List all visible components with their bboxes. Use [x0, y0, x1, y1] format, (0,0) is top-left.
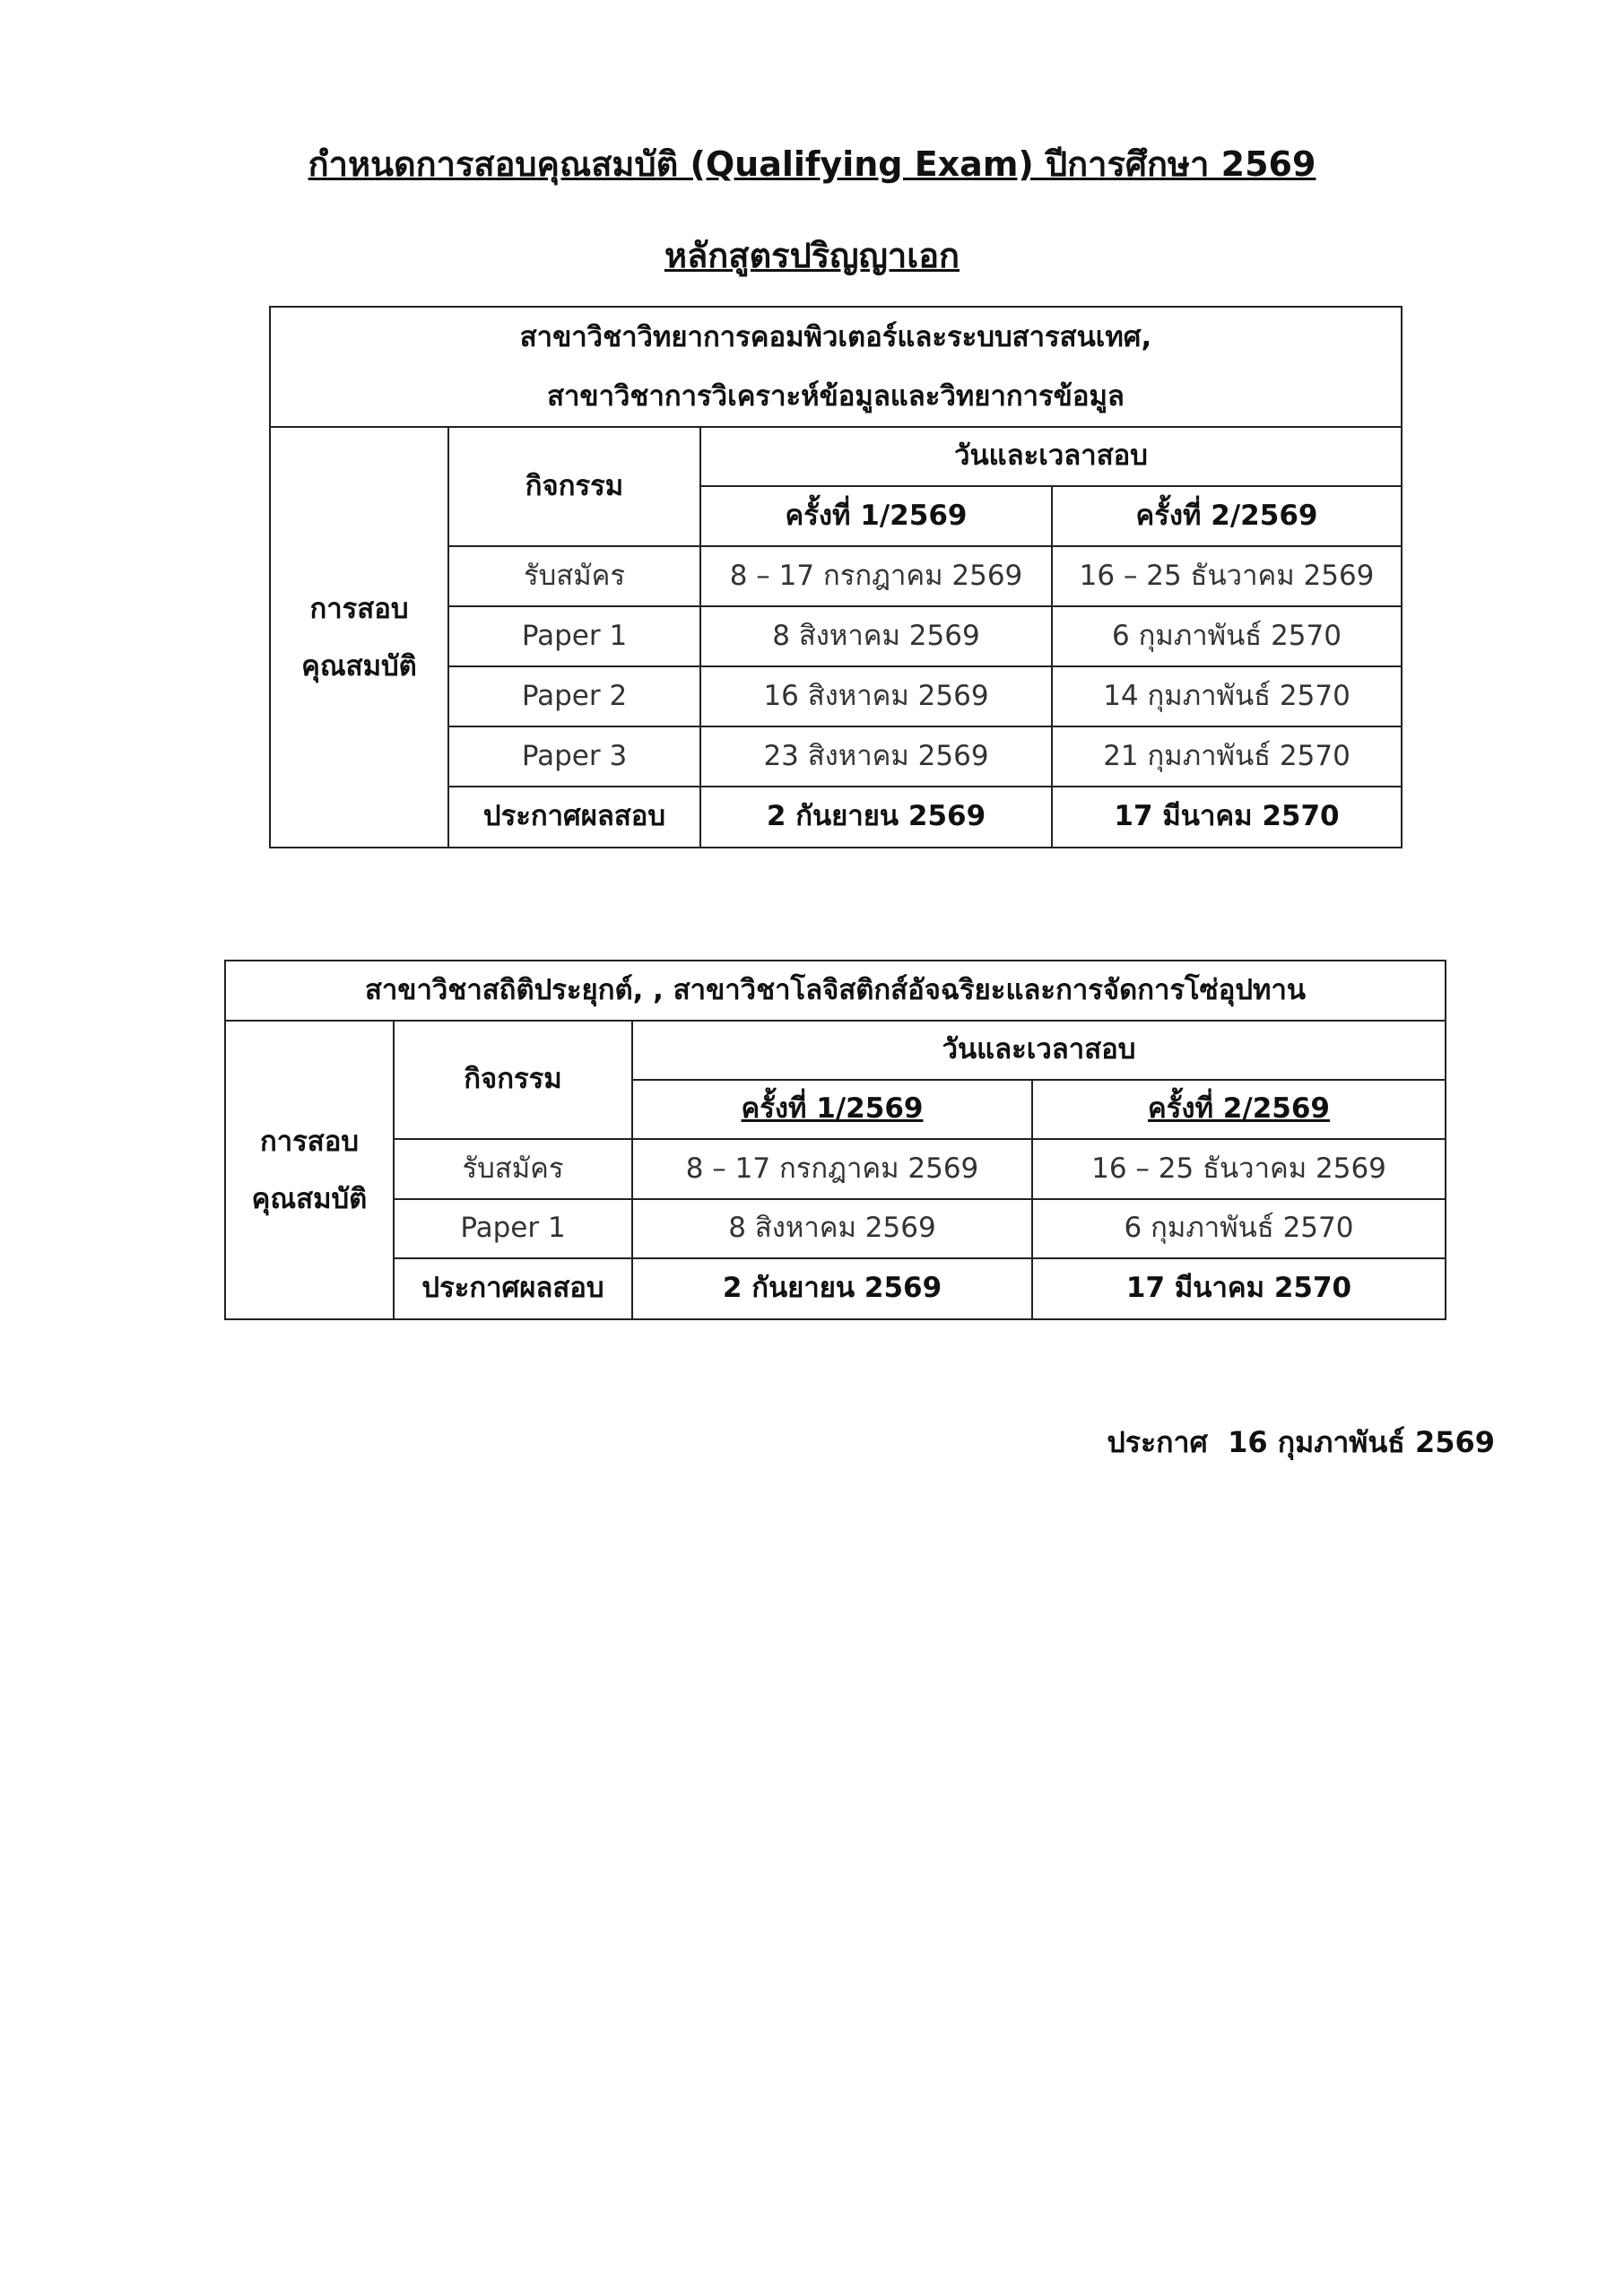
- table-row: Paper 2 16 สิงหาคม 2569 14 กุมภาพันธ์ 25…: [270, 665, 1403, 727]
- round1-cell: 8 สิงหาคม 2569: [631, 1198, 1033, 1259]
- activity-cell: ประกาศผลสอบ: [393, 1257, 633, 1320]
- group-label-line: การสอบ: [259, 1125, 360, 1158]
- program-name-cell: สาขาวิชาสถิติประยุกต์, , สาขาวิชาโลจิสติ…: [223, 960, 1447, 1022]
- round1-header: ครั้งที่ 1/2569: [699, 485, 1053, 547]
- round2-cell: 14 กุมภาพันธ์ 2570: [1050, 665, 1403, 727]
- activity-cell: Paper 1: [447, 605, 701, 667]
- table-row: Paper 1 8 สิงหาคม 2569 6 กุมภาพันธ์ 2570: [270, 605, 1403, 667]
- round2-header: ครั้งที่ 2/2569: [1050, 485, 1403, 547]
- activity-cell: Paper 2: [447, 665, 701, 727]
- round1-cell: 16 สิงหาคม 2569: [699, 665, 1053, 727]
- round1-cell: 2 กันยายน 2569: [631, 1257, 1033, 1320]
- table-row: Paper 3 23 สิงหาคม 2569 21 กุมภาพันธ์ 25…: [270, 726, 1403, 787]
- round1-cell: 23 สิงหาคม 2569: [699, 726, 1053, 787]
- date-header: วันและเวลาสอบ: [699, 426, 1403, 487]
- round1-cell: 8 สิงหาคม 2569: [699, 605, 1053, 667]
- round1-cell: 2 กันยายน 2569: [699, 786, 1053, 848]
- schedule-table-1: สาขาวิชาวิทยาการคอมพิวเตอร์และระบบสารสนเ…: [268, 306, 1403, 848]
- activity-cell: Paper 3: [447, 726, 701, 787]
- round2-cell: 16 – 25 ธันวาคม 2569: [1050, 545, 1403, 607]
- round2-cell: 6 กุมภาพันธ์ 2570: [1050, 605, 1403, 667]
- date-header: วันและเวลาสอบ: [630, 1020, 1447, 1081]
- round1-cell: 8 – 17 กรกฎาคม 2569: [699, 545, 1053, 607]
- round2-cell: 21 กุมภาพันธ์ 2570: [1050, 726, 1403, 787]
- document-title: กำหนดการสอบคุณสมบัติ (Qualifying Exam) ป…: [308, 144, 1316, 184]
- activity-cell: รับสมัคร: [447, 545, 701, 607]
- group-label-line: การสอบ: [309, 592, 409, 625]
- round1-cell: 8 – 17 กรกฎาคม 2569: [631, 1138, 1033, 1200]
- program-name-line: สาขาวิชาวิทยาการคอมพิวเตอร์และระบบสารสนเ…: [519, 321, 1152, 353]
- round2-cell: 16 – 25 ธันวาคม 2569: [1030, 1138, 1447, 1200]
- document-subtitle: หลักสูตรปริญญาเอก: [664, 236, 960, 275]
- group-label-line: คุณสมบัติ: [251, 1182, 368, 1215]
- program-name-line: สาขาวิชาการวิเคราะห์ข้อมูลและวิทยาการข้อ…: [547, 380, 1125, 413]
- table-row: รับสมัคร 8 – 17 กรกฎาคม 2569 16 – 25 ธัน…: [270, 545, 1403, 607]
- program-name-cell: สาขาวิชาวิทยาการคอมพิวเตอร์และระบบสารสนเ…: [268, 306, 1403, 428]
- activity-header: กิจกรรม: [393, 1020, 633, 1140]
- round2-cell: 17 มีนาคม 2570: [1050, 786, 1403, 848]
- group-label-line: คุณสมบัติ: [301, 649, 417, 683]
- activity-cell: ประกาศผลสอบ: [447, 786, 701, 848]
- table-row: รับสมัคร 8 – 17 กรกฎาคม 2569 16 – 25 ธัน…: [225, 1138, 1447, 1200]
- activity-header: กิจกรรม: [447, 426, 701, 547]
- program-header-row: สาขาวิชาวิทยาการคอมพิวเตอร์และระบบสารสนเ…: [268, 306, 1403, 428]
- table-row: ประกาศผลสอบ 2 กันยายน 2569 17 มีนาคม 257…: [270, 786, 1403, 848]
- round2-cell: 6 กุมภาพันธ์ 2570: [1030, 1198, 1447, 1259]
- schedule-table-2: สาขาวิชาสถิติประยุกต์, , สาขาวิชาโลจิสติ…: [223, 960, 1447, 1320]
- round2-cell: 17 มีนาคม 2570: [1030, 1257, 1447, 1320]
- round1-header: ครั้งที่ 1/2569: [631, 1079, 1033, 1140]
- table-row: Paper 1 8 สิงหาคม 2569 6 กุมภาพันธ์ 2570: [225, 1198, 1447, 1259]
- activity-cell: Paper 1: [393, 1198, 633, 1259]
- group-label-cell: การสอบ คุณสมบัติ: [224, 1020, 395, 1320]
- program-header-row: สาขาวิชาสถิติประยุกต์, , สาขาวิชาโลจิสติ…: [223, 960, 1447, 1022]
- group-label-cell: การสอบ คุณสมบัติ: [269, 426, 449, 848]
- announcement-date: ประกาศ 16 กุมภาพันธ์ 2569: [1107, 1425, 1495, 1459]
- table-row: ประกาศผลสอบ 2 กันยายน 2569 17 มีนาคม 257…: [225, 1257, 1447, 1320]
- activity-cell: รับสมัคร: [393, 1138, 633, 1200]
- round2-header: ครั้งที่ 2/2569: [1030, 1079, 1447, 1140]
